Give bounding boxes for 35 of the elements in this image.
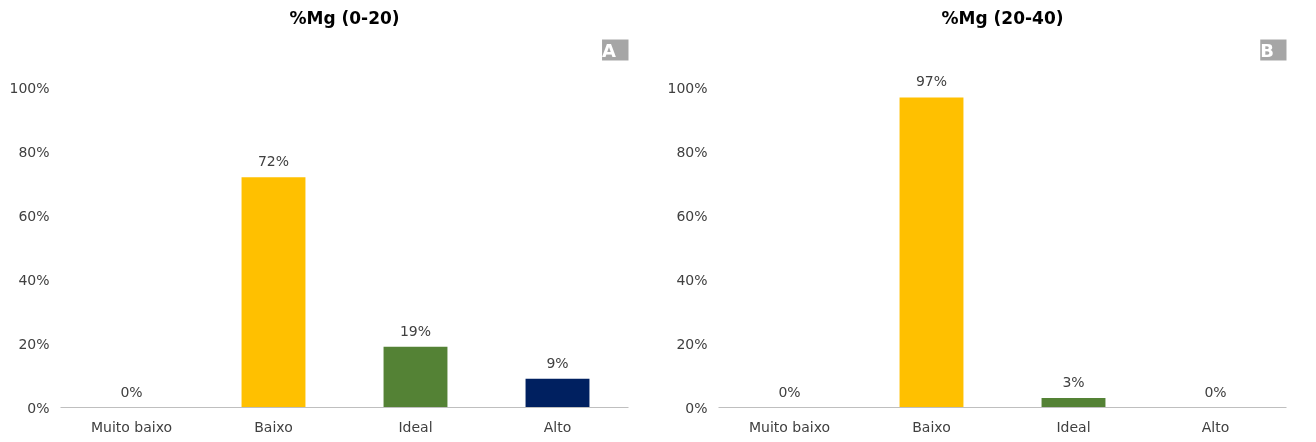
bar <box>241 177 306 408</box>
data-label: 97% <box>915 73 948 90</box>
x-tick-label: Ideal <box>1056 418 1091 435</box>
chart-title: %Mg (0-20) <box>289 7 400 28</box>
bar <box>383 346 448 408</box>
y-tick-label: 80% <box>18 143 50 160</box>
x-tick-label: Muito baixo <box>748 418 831 435</box>
chart-title: %Mg (20-40) <box>941 7 1064 28</box>
y-tick-label: 20% <box>676 335 708 352</box>
y-tick-label: 80% <box>676 143 708 160</box>
x-tick-label: Muito baixo <box>90 418 173 435</box>
x-tick-label: Alto <box>1201 418 1230 435</box>
x-tick-label: Alto <box>543 418 572 435</box>
data-label: 19% <box>399 322 432 339</box>
y-tick-label: 100% <box>9 79 50 96</box>
y-tick-label: 40% <box>18 271 50 288</box>
data-label: 3% <box>1062 373 1085 390</box>
text: A <box>602 39 617 61</box>
data-label: 0% <box>778 383 801 400</box>
x-tick-label: Ideal <box>398 418 433 435</box>
data-label: 72% <box>257 153 290 170</box>
y-tick-label: 40% <box>676 271 708 288</box>
data-label: 0% <box>1204 383 1227 400</box>
data-label: 0% <box>120 383 143 400</box>
y-tick-label: 60% <box>676 207 708 224</box>
y-tick-label: 60% <box>18 207 50 224</box>
y-tick-label: 20% <box>18 335 50 352</box>
y-tick-label: 0% <box>685 399 708 416</box>
bar <box>525 378 590 408</box>
x-tick-label: Baixo <box>912 418 951 435</box>
data-label: 9% <box>546 354 569 371</box>
text: B <box>1260 39 1274 61</box>
y-tick-label: 100% <box>667 79 708 96</box>
y-tick-label: 0% <box>27 399 50 416</box>
x-tick-label: Baixo <box>254 418 293 435</box>
